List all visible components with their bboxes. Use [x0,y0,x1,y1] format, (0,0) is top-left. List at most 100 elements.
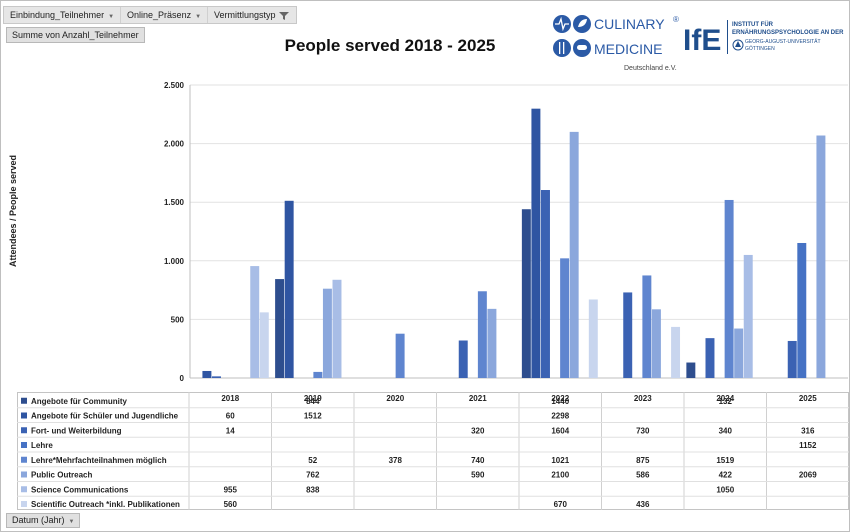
dropdown-arrow-icon: ▼ [195,14,202,20]
bar [816,135,826,378]
data-label: 436 [636,500,650,509]
bar [332,279,342,378]
legend-series-label: Scientific Outreach *inkl. Publikationen [31,500,180,509]
data-label: 838 [306,485,320,494]
culinary-medicine-logo: CULINARY ® MEDICINE Deutschland e.V. [553,15,679,72]
filter-bar: Einbindung_Teilnehmer ▼ Online_Präsenz ▼ V… [3,6,298,24]
data-label: 422 [719,471,733,480]
y-axis-ticks: 0 500 1.000 1.500 2.000 2.500 [164,81,185,383]
legend-series-label: Fort- und Weiterbildung [31,426,122,435]
bar [787,340,797,378]
data-label: 730 [636,426,650,435]
chart-title: People served 2018 - 2025 [284,36,496,55]
data-table-legend: 2018 2019 2020 2021 2022 2023 2024 2025 Angebote… [17,392,849,510]
ife-line3: GEORG-AUGUST-UNIVERSITÄT [745,38,821,45]
legend-swatch [21,427,27,434]
data-label: 560 [224,500,238,509]
data-label: 378 [389,456,403,465]
bar [734,328,744,378]
y-tick-label: 2.000 [164,140,185,149]
legend-series-label: Science Communications [31,485,129,494]
bar [487,308,497,378]
bar [724,199,734,378]
legend-swatch [21,501,27,507]
data-label: 590 [471,471,485,480]
x-tick-label: 2018 [221,394,239,403]
data-label: 60 [226,412,235,421]
bar [458,340,468,378]
bar [202,370,212,378]
bar [250,266,260,378]
cm-pill-icon [573,39,591,57]
data-label: 1519 [716,456,734,465]
filter-button-online-praesenz[interactable]: Online_Präsenz ▼ [121,7,209,23]
filter-button-einbindung[interactable]: Einbindung_Teilnehmer ▼ [4,7,122,23]
data-label: 2298 [551,412,569,421]
x-tick-label: 2021 [469,394,487,403]
filter-funnel-icon[interactable] [278,11,290,21]
bar [671,326,681,378]
data-label: 670 [554,500,568,509]
axis-field-button-datum[interactable]: Datum (Jahr) ▼ [6,513,81,528]
legend-series-label: Lehre*Mehrfachteilnahmen möglich [31,456,167,465]
cm-leaf-icon [573,15,591,33]
x-tick-label: 2025 [799,394,817,403]
ife-line1: INSTITUT FÜR [732,21,774,28]
data-label: 316 [801,426,815,435]
ife-logo: IfE INSTITUT FÜR ERNÄHRUNGSPSYCHOLOGIE A… [683,20,844,57]
bar [642,275,652,378]
filter-label: Online_Präsenz [127,10,192,20]
bar [284,200,294,378]
cm-line2: MEDICINE [594,41,662,57]
bar [797,242,807,378]
data-label: 132 [719,397,733,406]
bar [313,371,323,378]
data-label: 762 [306,471,320,480]
data-label: 740 [471,456,485,465]
cm-cutlery-icon [553,39,571,57]
data-label: 1021 [551,456,569,465]
bar [477,291,487,378]
gridlines [189,84,848,379]
goettingen-seal-icon [732,39,744,51]
bar [743,254,753,378]
y-tick-label: 1.500 [164,198,185,207]
legend-series-label: Public Outreach [31,471,92,480]
x-tick-label: 2022 [551,394,569,403]
x-tick-label: 2019 [304,394,322,403]
legend-series-label: Angebote für Schüler und Jugendliche [31,412,179,421]
bar [322,288,332,378]
table-border [17,392,849,510]
data-label: 340 [719,426,733,435]
cm-subtitle: Deutschland e.V. [624,65,677,72]
ife-line2: ERNÄHRUNGSPSYCHOLOGIE AN DER [732,29,844,36]
y-tick-label: 2.500 [164,81,185,90]
axis-field-label: Datum (Jahr) [12,515,65,525]
filter-button-vermittlungstyp[interactable]: Vermittlungstyp [208,7,296,23]
x-tick-label: 2020 [386,394,404,403]
data-label: 844 [306,397,320,406]
bars [202,108,826,379]
legend-swatch [21,456,27,463]
bar [395,333,405,378]
value-field-button[interactable]: Summe von Anzahl_Teilnehmer [6,27,145,43]
filter-label: Vermittlungstyp [214,10,276,20]
bar [212,376,221,378]
data-label: 52 [308,456,317,465]
bar [686,362,696,378]
x-tick-label: 2023 [634,394,652,403]
bar [705,338,715,378]
bar [623,292,633,378]
data-label: 586 [636,471,650,480]
bar [531,108,541,379]
bar [275,279,285,378]
cm-line1: CULINARY [594,16,665,32]
data-label: 1050 [716,485,734,494]
bar [569,131,579,378]
bar [259,312,269,378]
data-label: 955 [224,485,238,494]
legend-swatch [21,442,27,448]
data-label: 1440 [551,397,569,406]
data-label: 320 [471,426,485,435]
